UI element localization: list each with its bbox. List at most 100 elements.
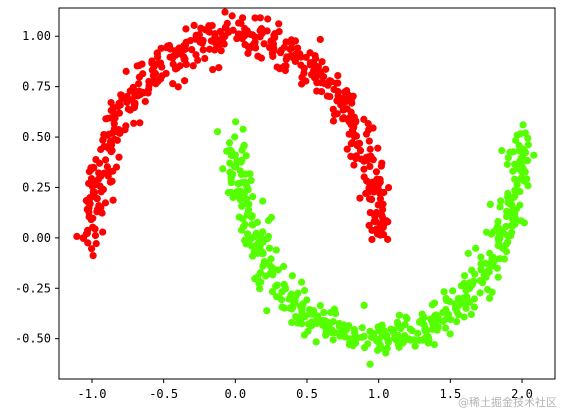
green-moon-point [300, 331, 309, 339]
red-moon-point [150, 63, 158, 71]
green-moon-point [456, 296, 464, 304]
green-moon-point [513, 131, 521, 139]
red-moon-point [326, 92, 334, 101]
green-moon-point [411, 342, 419, 350]
green-moon-point [430, 340, 438, 349]
red-moon-point [374, 144, 382, 152]
green-moon-point [462, 304, 470, 312]
green-moon-point [358, 333, 366, 341]
red-moon-point [276, 49, 285, 57]
red-moon-point [234, 30, 243, 38]
green-moon-point [314, 312, 322, 320]
red-moon-point [306, 49, 314, 57]
y-tick-label: 0.00 [22, 231, 51, 245]
green-moon-point [268, 287, 277, 296]
green-moon-point [303, 296, 311, 304]
green-moon-point [293, 319, 302, 327]
red-moon-point [116, 101, 124, 109]
green-moon-point [381, 331, 390, 339]
red-moon-point [201, 54, 209, 63]
red-moon-point [118, 95, 126, 103]
green-moon-point [452, 318, 461, 326]
green-moon-point [320, 308, 328, 317]
x-tick-label: 0.5 [296, 387, 318, 401]
green-moon-point [428, 301, 436, 309]
x-tick-label: 1.0 [368, 387, 390, 401]
green-moon-point [445, 297, 454, 306]
green-moon-point [401, 321, 409, 329]
green-moon-point [524, 182, 532, 190]
red-moon-point [145, 85, 153, 93]
red-moon-point [283, 53, 291, 61]
red-moon-point [334, 79, 342, 87]
green-moon-point [406, 325, 414, 333]
green-moon-point [247, 213, 256, 221]
green-moon-point [446, 330, 454, 338]
red-moon-point [91, 188, 99, 196]
green-moon-point [522, 157, 530, 165]
red-moon-point [92, 239, 100, 248]
green-moon-point [237, 226, 246, 234]
red-moon-point [228, 12, 236, 20]
red-moon-point [73, 232, 81, 241]
red-moon-point [330, 85, 338, 94]
red-moon-point [334, 92, 342, 100]
red-moon-point [223, 19, 231, 27]
red-moon-point [99, 228, 107, 236]
green-moon-point [428, 325, 437, 333]
red-moon-point [367, 152, 375, 160]
green-moon-point [495, 237, 503, 245]
red-moon-point [287, 36, 296, 44]
green-moon-point [485, 294, 494, 302]
red-moon-point [372, 168, 381, 176]
green-moon-point [248, 220, 256, 229]
green-moon-point [225, 139, 234, 147]
red-moon-point [280, 43, 288, 51]
red-moon-point [113, 136, 121, 144]
green-moon-point [518, 168, 526, 176]
red-moon-point [204, 27, 212, 35]
red-moon-point [87, 245, 96, 253]
red-moon-point [124, 105, 132, 113]
green-moon-point [309, 306, 318, 315]
green-moon-point [383, 344, 391, 352]
axes-layer: -1.0 -0.5 0.0 0.5 1.0 1.5 2.0 -0.50 -0.25 0.00 0.2… [15, 7, 556, 401]
green-moon-point [351, 339, 360, 347]
x-tick-label: 2.0 [511, 387, 533, 401]
red-moon-point [275, 20, 283, 28]
green-moon-point [239, 125, 247, 133]
red-moon-point [194, 56, 202, 64]
green-moon-point [524, 141, 532, 149]
green-moon-point [274, 266, 282, 274]
green-moon-point [252, 229, 261, 237]
red-moon-point [192, 51, 200, 59]
green-moon-point [486, 249, 494, 257]
red-moon-point [366, 162, 374, 171]
green-moon-point [519, 121, 527, 129]
green-moon-point [460, 313, 468, 321]
red-moon-point [360, 157, 368, 165]
green-moon-point [288, 272, 296, 280]
green-moon-point [468, 281, 476, 289]
red-moon-point [190, 21, 198, 30]
red-moon-point [376, 195, 385, 203]
y-tick-label: 1.00 [22, 29, 51, 43]
red-moon-point [166, 53, 174, 61]
red-moon-point [330, 110, 339, 119]
red-moon-point [136, 119, 144, 127]
green-moon-point [493, 264, 501, 272]
green-moon-point [269, 271, 277, 279]
red-moon-point [130, 119, 138, 127]
green-moon-point [267, 213, 276, 222]
green-moon-point [219, 165, 227, 173]
green-moon-point [292, 292, 300, 300]
green-moon-point [267, 255, 275, 263]
green-moon-point [322, 326, 330, 334]
red-moon-point [107, 141, 116, 149]
green-moon-point [298, 310, 306, 318]
red-moon-point [79, 234, 87, 242]
green-moon-point [530, 151, 538, 159]
red-moon-point [85, 204, 93, 212]
red-moon-point [101, 199, 110, 207]
green-moon-point [470, 303, 478, 311]
